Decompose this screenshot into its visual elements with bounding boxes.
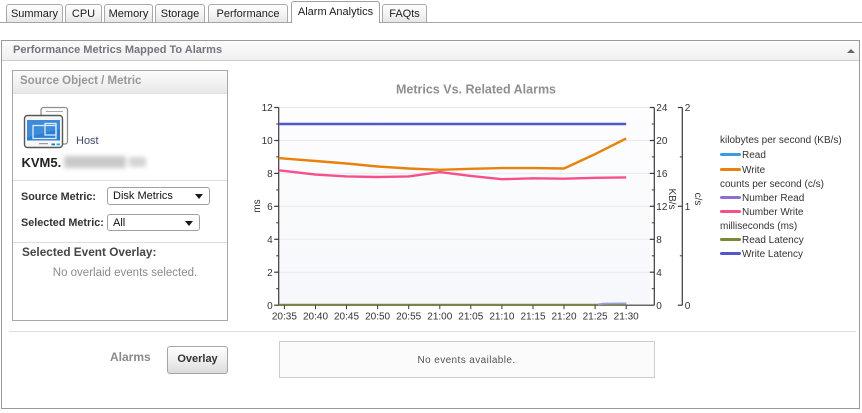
svg-text:8: 8	[656, 235, 662, 246]
svg-text:20:40: 20:40	[303, 312, 328, 323]
svg-text:12: 12	[656, 202, 668, 213]
svg-text:0: 0	[685, 301, 691, 312]
svg-text:Metrics Vs. Related Alarms: Metrics Vs. Related Alarms	[396, 83, 556, 97]
svg-text:c/s: c/s	[692, 193, 703, 206]
svg-text:12: 12	[262, 103, 274, 114]
svg-text:21:15: 21:15	[520, 312, 545, 323]
svg-text:10: 10	[262, 136, 274, 147]
svg-text:21:05: 21:05	[458, 312, 483, 323]
svg-text:20: 20	[656, 136, 668, 147]
svg-text:21:25: 21:25	[583, 312, 608, 323]
svg-text:2: 2	[267, 268, 273, 279]
svg-text:2: 2	[685, 103, 691, 114]
svg-text:4: 4	[267, 235, 273, 246]
svg-text:ms: ms	[252, 199, 263, 212]
svg-text:4: 4	[656, 268, 662, 279]
svg-text:21:30: 21:30	[614, 312, 639, 323]
svg-text:6: 6	[267, 202, 273, 213]
svg-text:0: 0	[267, 301, 273, 312]
svg-text:0: 0	[656, 301, 662, 312]
svg-text:KB/s: KB/s	[666, 188, 677, 209]
svg-text:1: 1	[685, 202, 691, 213]
svg-text:24: 24	[656, 103, 668, 114]
svg-text:20:50: 20:50	[365, 312, 390, 323]
svg-text:8: 8	[267, 169, 273, 180]
svg-text:21:20: 21:20	[551, 312, 576, 323]
svg-text:20:35: 20:35	[272, 312, 297, 323]
svg-text:20:55: 20:55	[396, 312, 421, 323]
svg-text:21:10: 21:10	[489, 312, 514, 323]
svg-text:16: 16	[656, 169, 668, 180]
svg-text:20:45: 20:45	[334, 312, 359, 323]
svg-text:21:00: 21:00	[427, 312, 452, 323]
